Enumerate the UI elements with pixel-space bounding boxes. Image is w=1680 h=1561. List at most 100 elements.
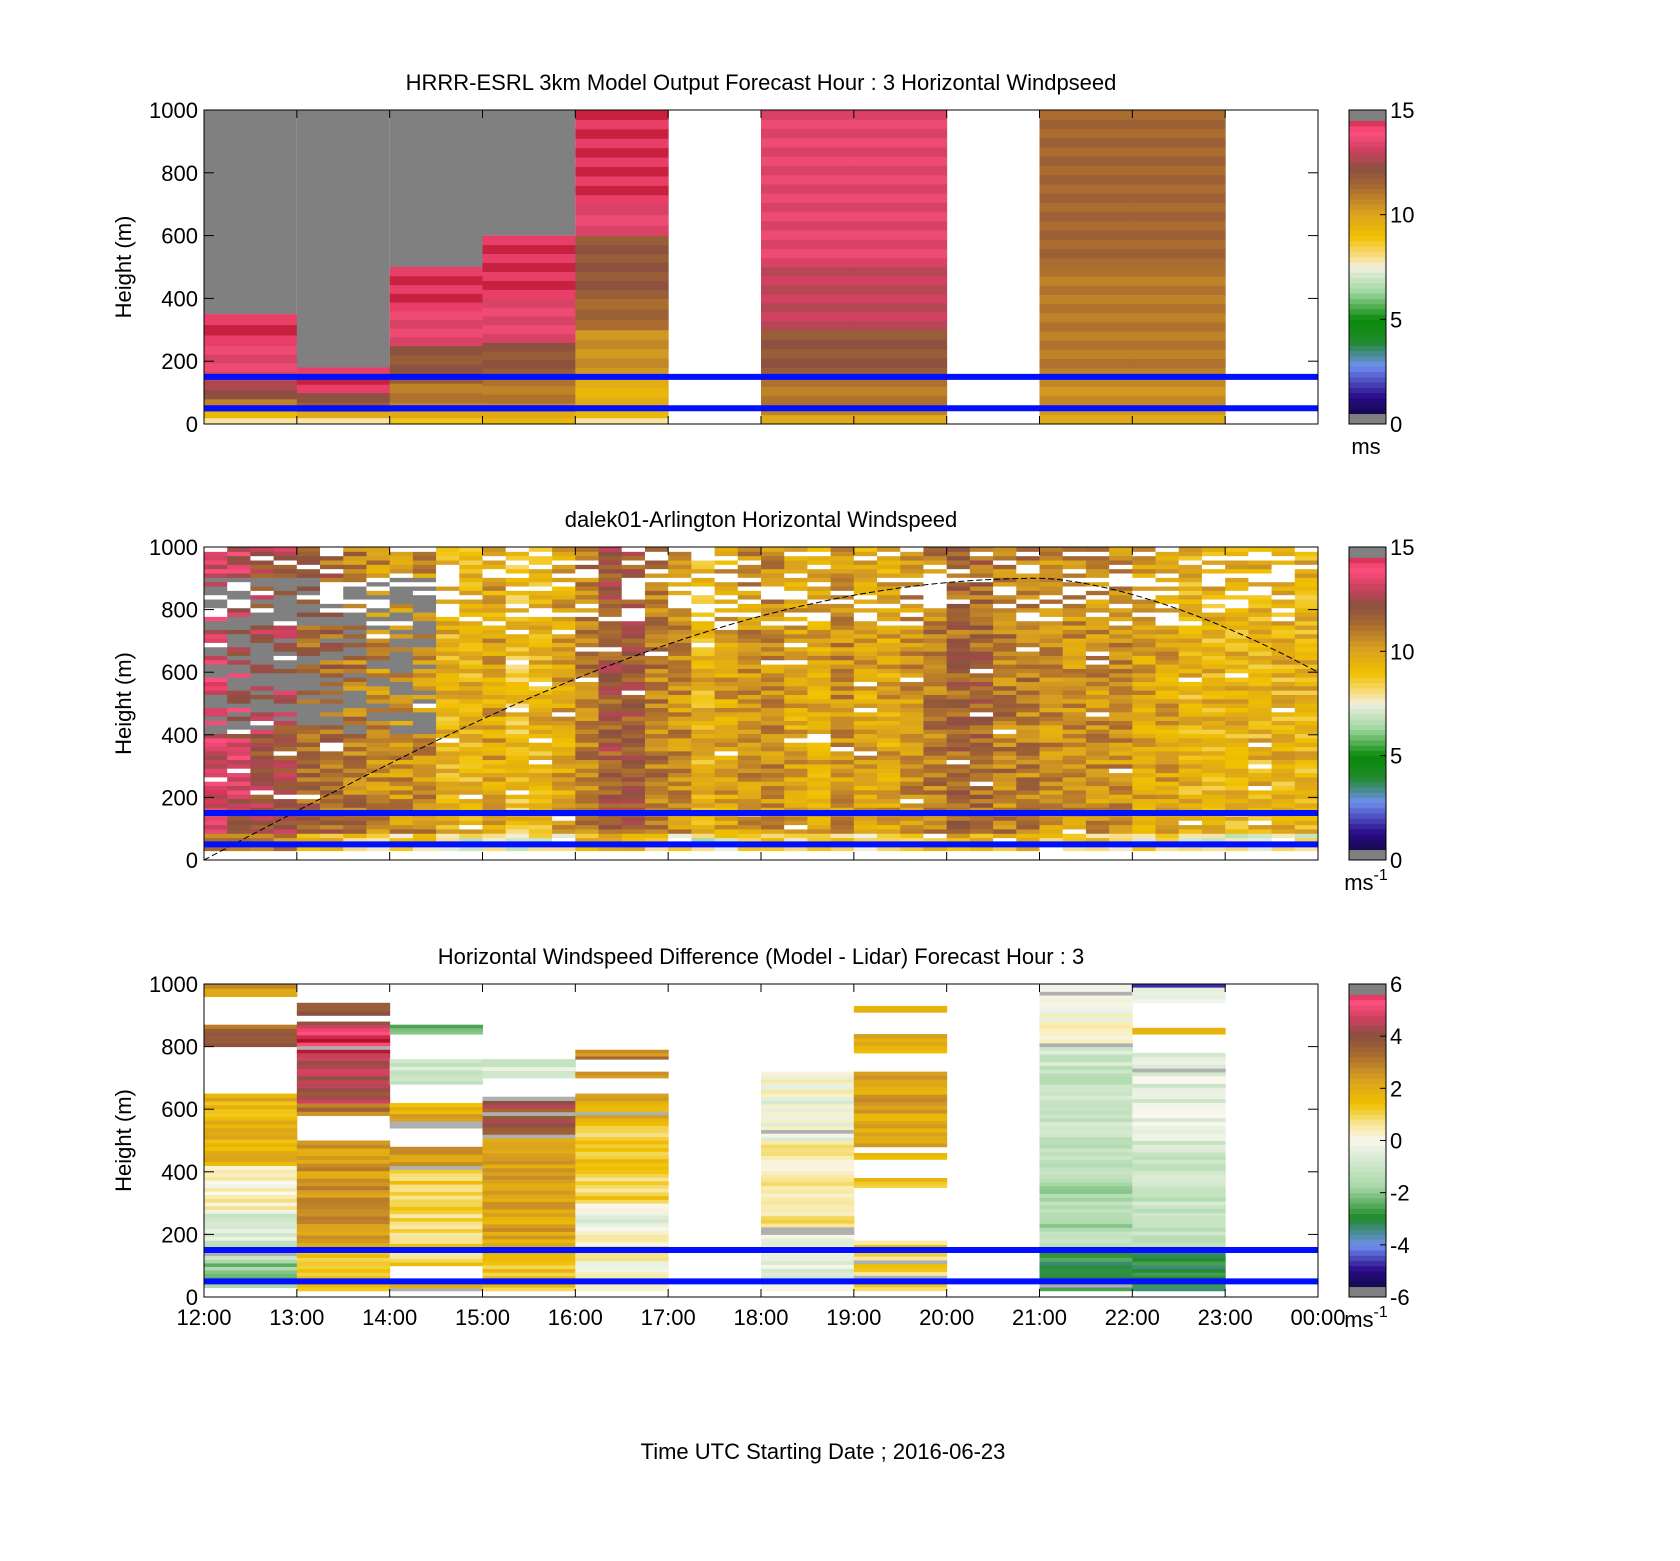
- heatmap-cell: [1085, 763, 1110, 769]
- heatmap-cell: [1132, 1185, 1226, 1191]
- colorbar-tick-label: -4: [1390, 1233, 1410, 1258]
- heatmap-cell: [1178, 833, 1203, 839]
- heatmap-cell: [1039, 165, 1133, 176]
- heatmap-cell: [1178, 672, 1203, 678]
- heatmap-cell: [1294, 599, 1319, 604]
- heatmap-cell: [1085, 698, 1110, 704]
- heatmap-cell: [575, 560, 600, 565]
- heatmap-cell: [1132, 156, 1226, 166]
- x-axis-label: Time UTC Starting Date ; 2016-06-23: [641, 1439, 1006, 1464]
- heatmap-cell: [737, 629, 762, 635]
- heatmap-cell: [761, 1178, 855, 1183]
- heatmap-cell: [923, 625, 948, 630]
- heatmap-cell: [204, 703, 228, 708]
- heatmap-cell: [389, 1243, 483, 1248]
- heatmap-cell: [761, 785, 785, 791]
- heatmap-cell: [343, 677, 367, 682]
- heatmap-cell: [389, 1077, 483, 1082]
- heatmap-cell: [807, 616, 832, 622]
- heatmap-cell: [853, 612, 878, 617]
- heatmap-cell: [250, 807, 275, 813]
- heatmap-cell: [250, 690, 275, 695]
- heatmap-cell: [1155, 824, 1180, 830]
- heatmap-cell: [668, 690, 692, 695]
- heatmap-cell: [668, 820, 692, 826]
- heatmap-cell: [204, 568, 228, 574]
- heatmap-cell: [575, 668, 600, 674]
- heatmap-cell: [1132, 759, 1157, 765]
- heatmap-cell: [250, 824, 275, 830]
- heatmap-cell: [714, 763, 739, 769]
- heatmap-cell: [668, 581, 692, 587]
- heatmap-cell: [273, 824, 298, 830]
- heatmap-cell: [412, 694, 437, 700]
- heatmap-cell: [575, 308, 669, 320]
- heatmap-cell: [853, 664, 878, 669]
- colorbar-swatch: [1349, 1015, 1386, 1022]
- heatmap-cell: [761, 110, 855, 120]
- heatmap-cell: [621, 846, 646, 852]
- heatmap-cell: [691, 659, 716, 665]
- heatmap-cell: [1294, 672, 1319, 678]
- heatmap-cell: [1132, 737, 1157, 743]
- heatmap-cell: [621, 586, 646, 591]
- heatmap-cell: [830, 633, 855, 639]
- heatmap-cell: [621, 655, 646, 661]
- heatmap-cell: [296, 1208, 391, 1213]
- heatmap-cell: [482, 664, 507, 669]
- heatmap-cell: [528, 547, 553, 552]
- heatmap-cell: [761, 833, 785, 839]
- heatmap-cell: [296, 642, 321, 648]
- heatmap-cell: [969, 750, 994, 756]
- heatmap-cell: [552, 664, 576, 669]
- heatmap-cell: [389, 833, 414, 839]
- heatmap-cell: [552, 711, 576, 717]
- heatmap-cell: [1109, 729, 1133, 735]
- heatmap-cell: [575, 590, 600, 596]
- heatmap-cell: [1155, 672, 1180, 678]
- heatmap-cell: [807, 646, 832, 652]
- heatmap-cell: [1062, 651, 1087, 656]
- heatmap-cell: [714, 655, 739, 661]
- heatmap-cell: [1201, 690, 1226, 695]
- colorbar-tick-label: 5: [1390, 744, 1402, 769]
- heatmap-cell: [227, 668, 251, 674]
- heatmap-cell: [389, 551, 414, 557]
- heatmap-cell: [1271, 703, 1296, 708]
- heatmap-cell: [761, 759, 785, 765]
- heatmap-cell: [993, 586, 1017, 591]
- heatmap-cell: [946, 603, 971, 609]
- heatmap-cell: [761, 815, 785, 821]
- heatmap-cell: [761, 1163, 855, 1168]
- heatmap-cell: [714, 698, 739, 704]
- heatmap-cell: [204, 646, 228, 652]
- heatmap-cell: [320, 672, 344, 678]
- heatmap-cell: [761, 1268, 855, 1273]
- heatmap-cell: [1016, 698, 1040, 704]
- heatmap-cell: [320, 759, 344, 765]
- heatmap-cell: [1062, 742, 1087, 748]
- heatmap-cell: [528, 573, 553, 578]
- heatmap-cell: [761, 664, 785, 669]
- heatmap-cell: [1155, 789, 1180, 795]
- heatmap-cell: [552, 629, 576, 635]
- heatmap-cell: [1132, 340, 1226, 350]
- heatmap-cell: [1294, 846, 1319, 852]
- heatmap-cell: [621, 781, 646, 787]
- heatmap-cell: [575, 1226, 669, 1231]
- heatmap-cell: [598, 568, 623, 574]
- heatmap-cell: [853, 742, 878, 748]
- colorbar-swatch: [1349, 1156, 1386, 1162]
- heatmap-cell: [505, 781, 530, 787]
- heatmap-cell: [366, 746, 391, 752]
- heatmap-cell: [900, 664, 924, 669]
- heatmap-cell: [1294, 655, 1319, 661]
- heatmap-cell: [807, 833, 832, 839]
- heatmap-cell: [714, 768, 739, 774]
- heatmap-cell: [366, 711, 391, 717]
- heatmap-cell: [923, 646, 948, 652]
- heatmap-cell: [737, 846, 762, 852]
- heatmap-cell: [714, 833, 739, 839]
- colorbar-swatch: [1349, 1025, 1386, 1032]
- heatmap-cell: [273, 555, 298, 561]
